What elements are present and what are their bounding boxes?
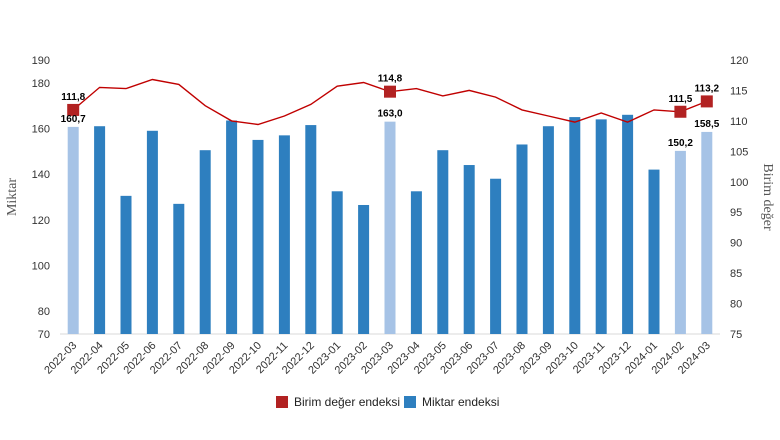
legend-swatch-birim [276,396,288,408]
bar-2023-01 [331,191,343,334]
line-label: 113,2 [695,83,720,94]
right-axis-title: Birim değer [760,163,775,231]
left-tick-label: 100 [32,261,50,273]
right-tick-label: 120 [730,55,748,67]
right-tick-label: 80 [730,299,742,311]
line-marker-2022-03 [67,103,80,116]
right-tick-label: 85 [730,268,742,280]
bar-2022-09 [226,120,238,334]
bar-2023-04 [410,191,422,334]
legend-label-birim: Birim değer endeksi [294,395,400,409]
right-tick-label: 105 [730,146,748,158]
bar-2024-03 [701,131,713,334]
left-axis-title: Miktar [5,178,20,216]
bar-label: 163,0 [377,109,402,120]
bar-label: 158,5 [694,119,719,130]
right-tick-label: 75 [730,329,742,341]
bar-series [67,114,713,335]
bar-2024-01 [648,169,660,334]
right-tick-label: 115 [730,85,748,97]
bar-2022-05 [120,195,132,334]
bar-2022-08 [199,150,211,334]
right-tick-label: 95 [730,207,742,219]
left-tick-label: 70 [38,329,50,341]
right-tick-label: 100 [730,177,748,189]
left-tick-label: 180 [32,78,50,90]
line-markers [67,85,713,118]
legend-label-miktar: Miktar endeksi [422,395,499,409]
right-axis-ticks: 75 80 85 90 95 100 105 110 115 120 [730,55,748,341]
bar-2024-02 [674,150,686,334]
line-marker-2024-03 [700,95,713,108]
line-label: 111,8 [61,92,85,103]
left-tick-label: 140 [32,169,50,181]
bar-2023-05 [437,150,449,334]
bar-2023-12 [622,114,634,334]
bar-2022-06 [146,130,158,334]
bar-2023-11 [595,119,607,334]
bar-2023-09 [542,126,554,334]
bar-2022-04 [94,126,106,334]
legend-swatch-miktar [404,396,416,408]
bar-2022-12 [305,125,317,334]
left-axis-ticks: 70 80 100 120 140 160 180 190 [32,55,50,341]
bar-2023-10 [569,117,581,334]
bar-label: 160,7 [61,114,86,125]
left-tick-label: 80 [38,306,50,318]
bar-2023-06 [463,165,475,334]
bar-2022-03 [67,126,79,334]
line-marker-2023-03 [384,85,396,98]
bar-2022-11 [278,135,290,334]
bar-2022-07 [173,203,185,334]
x-axis-ticks: 2022-032022-042022-052022-062022-072022-… [42,340,713,377]
left-tick-label: 120 [32,215,50,227]
legend: Birim değer endeksi Miktar endeksi [276,395,499,409]
line-label: 111,5 [668,94,692,105]
bar-2022-10 [252,139,264,334]
right-tick-label: 90 [730,238,742,250]
bar-2023-08 [516,144,528,334]
line-label: 114,8 [378,74,403,85]
bar-2023-07 [490,178,502,334]
bar-2023-02 [358,204,370,334]
bar-2023-03 [384,121,396,335]
bar-label: 150,2 [668,138,693,149]
line-marker-2024-02 [674,105,687,118]
right-tick-label: 110 [730,116,748,128]
left-tick-label: 160 [32,124,50,136]
left-tick-label: 190 [32,55,50,67]
